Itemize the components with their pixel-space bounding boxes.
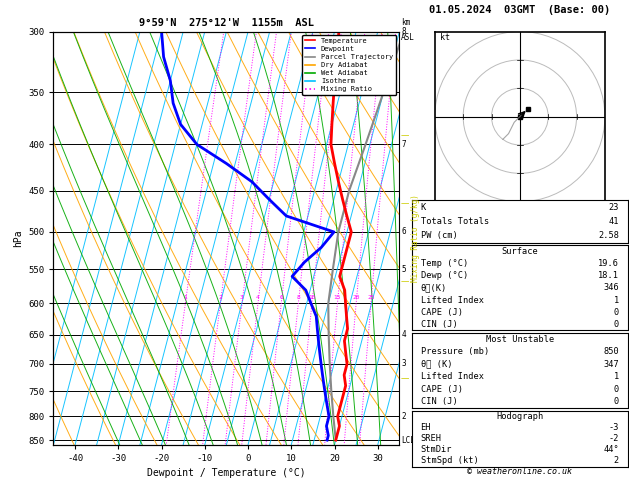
Text: θᴇ (K): θᴇ (K)	[421, 360, 452, 369]
Text: 3: 3	[240, 295, 244, 300]
Text: 15: 15	[334, 295, 341, 300]
Text: 6: 6	[279, 295, 283, 300]
Text: kt: kt	[440, 33, 450, 42]
Text: km: km	[401, 18, 410, 27]
Text: 850: 850	[603, 347, 619, 356]
Text: 4: 4	[256, 295, 260, 300]
Text: Totals Totals: Totals Totals	[421, 217, 489, 226]
Text: CAPE (J): CAPE (J)	[421, 385, 462, 394]
Text: Mixing Ratio (g/kg): Mixing Ratio (g/kg)	[411, 194, 420, 282]
X-axis label: Dewpoint / Temperature (°C): Dewpoint / Temperature (°C)	[147, 469, 306, 478]
Text: 41: 41	[609, 217, 619, 226]
Text: 0: 0	[614, 308, 619, 317]
Text: 3: 3	[401, 360, 406, 368]
Text: 8: 8	[401, 27, 406, 36]
Text: EH: EH	[421, 423, 431, 432]
Text: StmSpd (kt): StmSpd (kt)	[421, 456, 479, 466]
Text: © weatheronline.co.uk: © weatheronline.co.uk	[467, 467, 572, 476]
Text: —: —	[401, 200, 409, 208]
Text: 6: 6	[401, 227, 406, 237]
Text: Hodograph: Hodograph	[496, 412, 543, 421]
Text: 346: 346	[603, 283, 619, 293]
Text: K: K	[421, 203, 426, 212]
Text: 2: 2	[614, 456, 619, 466]
Text: CIN (J): CIN (J)	[421, 320, 457, 329]
Text: LCL: LCL	[401, 435, 415, 445]
Text: 347: 347	[603, 360, 619, 369]
Text: SREH: SREH	[421, 434, 442, 443]
Text: θᴇ(K): θᴇ(K)	[421, 283, 447, 293]
Text: Most Unstable: Most Unstable	[486, 335, 554, 344]
Text: 2: 2	[218, 295, 222, 300]
Text: Lifted Index: Lifted Index	[421, 372, 484, 382]
Text: 2: 2	[401, 412, 406, 421]
Text: 4: 4	[401, 330, 406, 339]
Text: Temp (°C): Temp (°C)	[421, 259, 468, 268]
Text: 1: 1	[614, 372, 619, 382]
Text: —: —	[401, 132, 409, 140]
Text: CIN (J): CIN (J)	[421, 398, 457, 406]
Text: 20: 20	[352, 295, 360, 300]
Text: StmDir: StmDir	[421, 445, 452, 454]
Text: 1: 1	[184, 295, 187, 300]
Title: 9°59'N  275°12'W  1155m  ASL: 9°59'N 275°12'W 1155m ASL	[139, 18, 314, 28]
Text: 0: 0	[614, 398, 619, 406]
Text: -3: -3	[609, 423, 619, 432]
Text: ASL: ASL	[401, 33, 415, 42]
Text: 25: 25	[367, 295, 375, 300]
Legend: Temperature, Dewpoint, Parcel Trajectory, Dry Adiabat, Wet Adiabat, Isotherm, Mi: Temperature, Dewpoint, Parcel Trajectory…	[302, 35, 396, 95]
Text: 1: 1	[614, 295, 619, 305]
Text: 18.1: 18.1	[598, 271, 619, 280]
Text: Surface: Surface	[501, 247, 538, 256]
Text: 10: 10	[308, 295, 316, 300]
Text: 19.6: 19.6	[598, 259, 619, 268]
Text: —: —	[401, 375, 409, 383]
Text: PW (cm): PW (cm)	[421, 231, 457, 241]
Text: 23: 23	[609, 203, 619, 212]
Text: 0: 0	[614, 385, 619, 394]
Text: —: —	[401, 278, 409, 286]
Text: Pressure (mb): Pressure (mb)	[421, 347, 489, 356]
Text: 01.05.2024  03GMT  (Base: 00): 01.05.2024 03GMT (Base: 00)	[429, 5, 611, 15]
Y-axis label: hPa: hPa	[13, 229, 23, 247]
Text: -2: -2	[609, 434, 619, 443]
Text: 2.58: 2.58	[598, 231, 619, 241]
Text: 8: 8	[296, 295, 300, 300]
Text: 44°: 44°	[603, 445, 619, 454]
Text: 5: 5	[401, 265, 406, 274]
Text: Lifted Index: Lifted Index	[421, 295, 484, 305]
Text: 7: 7	[401, 140, 406, 149]
Text: 0: 0	[614, 320, 619, 329]
Text: CAPE (J): CAPE (J)	[421, 308, 462, 317]
Text: Dewp (°C): Dewp (°C)	[421, 271, 468, 280]
